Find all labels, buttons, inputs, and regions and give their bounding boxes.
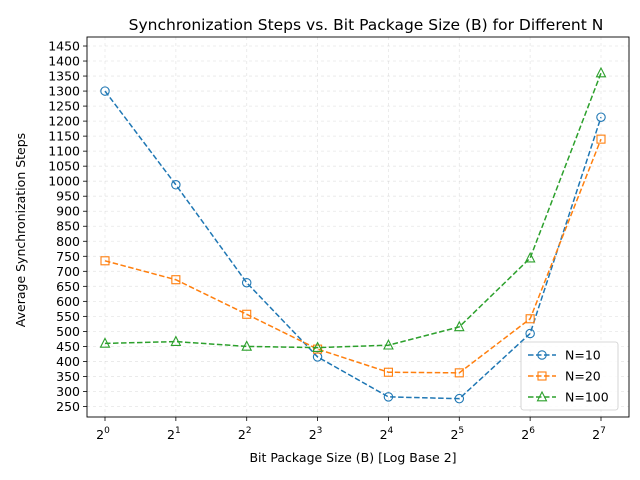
y-tick-label: 1450: [48, 39, 80, 54]
y-tick-label: 450: [56, 339, 80, 354]
y-tick-label: 1050: [48, 159, 80, 174]
x-tick-base: 2: [450, 427, 458, 442]
y-tick-label: 500: [56, 324, 80, 339]
data-point: [100, 256, 110, 266]
y-tick-label: 1100: [48, 144, 80, 159]
data-point: [170, 335, 182, 346]
y-tick-label: 750: [56, 249, 80, 264]
x-tick-label: 27: [592, 426, 606, 442]
y-tick-label: 1000: [48, 174, 80, 189]
data-point: [595, 66, 607, 78]
y-tick-label: 1400: [48, 54, 80, 69]
y-tick-label: 1300: [48, 84, 80, 99]
x-tick-base: 2: [96, 427, 104, 442]
y-tick-label: 650: [56, 279, 80, 294]
legend-label: N=20: [565, 369, 601, 384]
y-tick-label: 400: [56, 354, 80, 369]
x-tick-label: 20: [96, 426, 110, 442]
data-point: [312, 341, 323, 352]
legend-item: N=100: [528, 390, 609, 405]
data-point: [171, 275, 181, 285]
x-tick-label: 22: [238, 426, 252, 442]
x-tick-exponent: 7: [600, 426, 606, 436]
y-tick-label: 1350: [48, 69, 80, 84]
data-point: [596, 112, 606, 122]
data-point: [99, 337, 111, 348]
legend-marker: [537, 371, 547, 381]
y-tick-label: 350: [56, 369, 80, 384]
data-point: [454, 368, 464, 378]
chart-title: Synchronization Steps vs. Bit Package Si…: [129, 16, 604, 34]
y-tick-label: 950: [56, 189, 80, 204]
data-point: [525, 314, 535, 324]
x-tick-label: 23: [309, 426, 323, 442]
x-tick-label: 21: [167, 426, 181, 442]
x-tick-label: 25: [450, 426, 464, 442]
x-tick-exponent: 5: [458, 426, 464, 436]
legend-box: [520, 341, 619, 411]
data-point: [525, 328, 535, 339]
legend-marker: [536, 390, 548, 402]
x-tick-exponent: 2: [246, 426, 252, 436]
x-tick-exponent: 0: [104, 426, 110, 436]
data-point: [171, 180, 181, 190]
x-tick-base: 2: [238, 427, 246, 442]
legend-label: N=10: [565, 348, 601, 363]
y-axis: 2503003504004505005506006507007508008509…: [48, 39, 87, 414]
x-tick-base: 2: [309, 427, 317, 442]
legend-label: N=100: [565, 390, 609, 405]
series-n-20: [100, 134, 606, 378]
y-tick-label: 850: [56, 219, 80, 234]
x-tick-exponent: 4: [388, 426, 394, 436]
data-point: [596, 134, 606, 144]
data-point: [524, 251, 536, 263]
legend-marker: [537, 350, 547, 360]
y-tick-label: 300: [56, 384, 80, 399]
data-point: [453, 320, 465, 332]
y-tick-label: 800: [56, 234, 80, 249]
data-point: [100, 86, 110, 96]
series-line: [104, 72, 602, 349]
x-tick-base: 2: [167, 427, 175, 442]
data-point: [241, 340, 253, 351]
x-tick-exponent: 3: [317, 426, 323, 436]
x-tick-exponent: 6: [529, 426, 535, 436]
y-tick-label: 550: [56, 309, 80, 324]
data-point: [241, 277, 252, 288]
x-axis-label: Bit Package Size (B) [Log Base 2]: [249, 450, 456, 465]
y-tick-label: 600: [56, 294, 80, 309]
y-tick-label: 900: [56, 204, 80, 219]
x-tick-base: 2: [592, 427, 600, 442]
data-point: [383, 338, 394, 350]
data-point: [383, 392, 394, 402]
y-tick-label: 1150: [48, 129, 80, 144]
y-axis-label: Average Synchronization Steps: [13, 133, 28, 327]
y-tick-label: 1200: [48, 114, 80, 129]
plot-area: [86, 36, 630, 418]
data-point: [454, 393, 465, 404]
series-line: [104, 90, 602, 400]
data-point: [383, 367, 393, 377]
y-tick-label: 700: [56, 264, 80, 279]
series-n-100: [99, 66, 607, 352]
series-line: [104, 138, 602, 374]
x-axis: 20 21 22 23 24 25 26 27: [96, 417, 606, 442]
grid: [87, 37, 629, 417]
legend-item: N=10: [528, 348, 601, 363]
y-tick-label: 1250: [48, 99, 80, 114]
x-tick-label: 24: [380, 426, 394, 442]
series-layer: [99, 66, 607, 404]
legend: N=10 N=20 N=100: [520, 341, 619, 411]
legend-item: N=20: [528, 369, 601, 384]
data-point: [242, 309, 252, 319]
x-tick-base: 2: [521, 427, 529, 442]
x-tick-label: 26: [521, 426, 535, 442]
x-tick-base: 2: [380, 427, 388, 442]
x-tick-exponent: 1: [175, 426, 181, 436]
y-tick-label: 250: [56, 399, 80, 414]
data-point: [313, 344, 323, 354]
